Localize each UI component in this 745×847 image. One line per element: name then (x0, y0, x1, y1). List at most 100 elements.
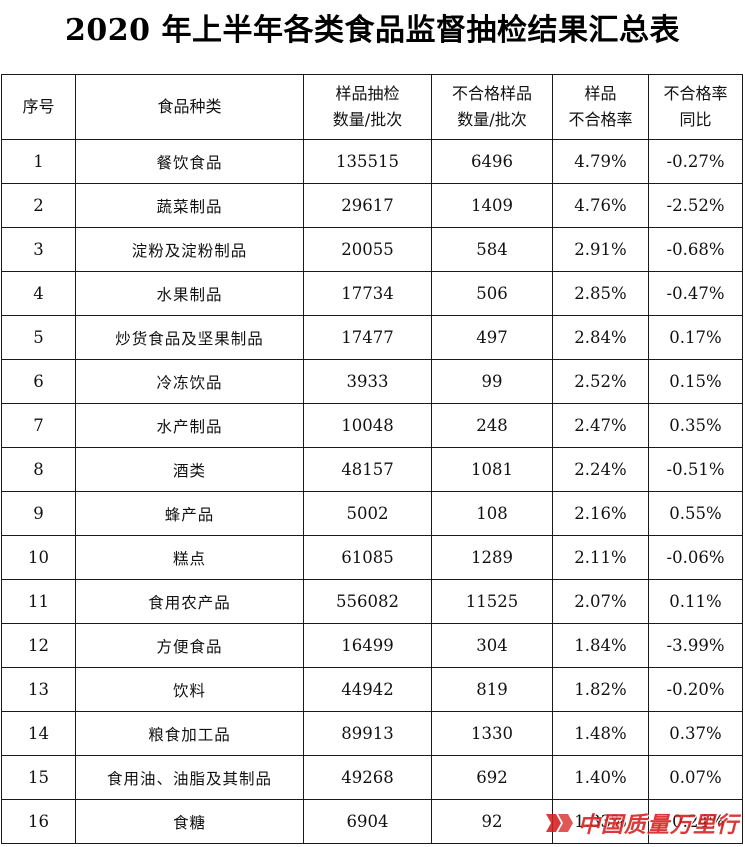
header-category: 食品种类 (75, 74, 304, 140)
cell-category: 粮食加工品 (75, 711, 304, 756)
cell-failed: 304 (431, 623, 553, 668)
cell-category: 食糖 (75, 799, 304, 844)
cell-index: 11 (1, 579, 76, 624)
table-row: 1 餐饮食品 135515 6496 4.79% -0.27% (1, 139, 743, 184)
cell-rate: 2.91% (552, 227, 649, 272)
cell-index: 13 (1, 667, 76, 712)
table-body: 1 餐饮食品 135515 6496 4.79% -0.27% 2 蔬菜制品 2… (1, 139, 743, 844)
cell-samples: 48157 (303, 447, 432, 492)
header-yoy-line2: 同比 (679, 110, 712, 129)
cell-samples: 44942 (303, 667, 432, 712)
cell-yoy: 0.35% (648, 403, 743, 448)
watermark-text: 中国质量万里行 (577, 812, 739, 838)
header-failed-line2: 数量/批次 (457, 110, 527, 129)
table-row: 8 酒类 48157 1081 2.24% -0.51% (1, 447, 743, 492)
cell-rate: 2.07% (552, 579, 649, 624)
cell-rate: 1.40% (552, 755, 649, 800)
header-failed: 不合格样品 数量/批次 (431, 74, 553, 140)
cell-rate: 4.76% (552, 183, 649, 228)
header-category-label: 食品种类 (157, 97, 222, 116)
cell-rate: 2.85% (552, 271, 649, 316)
cell-index: 3 (1, 227, 76, 272)
cell-rate: 2.84% (552, 315, 649, 360)
header-row: 序号 食品种类 样品抽检 数量/批次 不合格样品 数量/批次 样品 不合格率 不… (1, 74, 743, 140)
cell-samples: 17477 (303, 315, 432, 360)
cell-samples: 3933 (303, 359, 432, 404)
cell-yoy: -0.20% (648, 667, 743, 712)
table-title: 2020 年上半年各类食品监督抽检结果汇总表 (65, 13, 680, 48)
cell-failed: 692 (431, 755, 553, 800)
cell-rate: 1.84% (552, 623, 649, 668)
cell-failed: 1081 (431, 447, 553, 492)
cell-failed: 819 (431, 667, 553, 712)
table-row: 9 蜂产品 5002 108 2.16% 0.55% (1, 491, 743, 536)
header-failed-line1: 不合格样品 (451, 84, 532, 103)
cell-yoy: -0.47% (648, 271, 743, 316)
table-row: 15 食用油、油脂及其制品 49268 692 1.40% 0.07% (1, 755, 743, 800)
table-row: 16 食糖 6904 92 1.33% -0.24% (1, 799, 743, 844)
cell-category: 糕点 (75, 535, 304, 580)
cell-index: 6 (1, 359, 76, 404)
cell-yoy: -3.99% (648, 623, 743, 668)
cell-category: 蜂产品 (75, 491, 304, 536)
cell-index: 16 (1, 799, 76, 844)
cell-samples: 20055 (303, 227, 432, 272)
cell-category: 方便食品 (75, 623, 304, 668)
cell-failed: 497 (431, 315, 553, 360)
cell-rate: 2.47% (552, 403, 649, 448)
cell-category: 蔬菜制品 (75, 183, 304, 228)
cell-yoy: -0.27% (648, 139, 743, 184)
inspection-summary-table: 序号 食品种类 样品抽检 数量/批次 不合格样品 数量/批次 样品 不合格率 不… (1, 74, 743, 844)
cell-index: 12 (1, 623, 76, 668)
table-row: 3 淀粉及淀粉制品 20055 584 2.91% -0.68% (1, 227, 743, 272)
cell-samples: 17734 (303, 271, 432, 316)
cell-failed: 1409 (431, 183, 553, 228)
cell-index: 15 (1, 755, 76, 800)
cell-yoy: 0.11% (648, 579, 743, 624)
table-row: 6 冷冻饮品 3933 99 2.52% 0.15% (1, 359, 743, 404)
cell-category: 饮料 (75, 667, 304, 712)
header-index: 序号 (1, 74, 76, 140)
cell-index: 10 (1, 535, 76, 580)
cell-category: 冷冻饮品 (75, 359, 304, 404)
cell-yoy: -0.24% (648, 799, 743, 844)
cell-rate: 1.48% (552, 711, 649, 756)
cell-samples: 89913 (303, 711, 432, 756)
cell-failed: 506 (431, 271, 553, 316)
table-row: 2 蔬菜制品 29617 1409 4.76% -2.52% (1, 183, 743, 228)
cell-category: 酒类 (75, 447, 304, 492)
header-rate: 样品 不合格率 (552, 74, 649, 140)
cell-index: 8 (1, 447, 76, 492)
cell-samples: 16499 (303, 623, 432, 668)
cell-samples: 10048 (303, 403, 432, 448)
cell-failed: 99 (431, 359, 553, 404)
watermark: 中国质量万里行 (544, 807, 739, 839)
cell-failed: 92 (431, 799, 553, 844)
cell-failed: 108 (431, 491, 553, 536)
cell-samples: 49268 (303, 755, 432, 800)
header-samples-line2: 数量/批次 (332, 110, 403, 129)
header-rate-line2: 不合格率 (568, 110, 633, 129)
cell-index: 2 (1, 183, 76, 228)
header-samples-line1: 样品抽检 (335, 84, 400, 103)
cell-samples: 61085 (303, 535, 432, 580)
cell-rate: 2.52% (552, 359, 649, 404)
cell-category: 淀粉及淀粉制品 (75, 227, 304, 272)
table-row: 5 炒货食品及坚果制品 17477 497 2.84% 0.17% (1, 315, 743, 360)
header-rate-line1: 样品 (584, 84, 617, 103)
cell-rate: 2.24% (552, 447, 649, 492)
cell-samples: 5002 (303, 491, 432, 536)
cell-samples: 135515 (303, 139, 432, 184)
cell-category: 餐饮食品 (75, 139, 304, 184)
cell-yoy: -0.68% (648, 227, 743, 272)
cell-category: 炒货食品及坚果制品 (75, 315, 304, 360)
cell-category: 水产制品 (75, 403, 304, 448)
cell-failed: 584 (431, 227, 553, 272)
brand-logo-icon (545, 814, 573, 832)
cell-rate: 2.16% (552, 491, 649, 536)
table-row: 14 粮食加工品 89913 1330 1.48% 0.37% (1, 711, 743, 756)
cell-rate: 4.79% (552, 139, 649, 184)
cell-index: 7 (1, 403, 76, 448)
cell-yoy: -0.51% (648, 447, 743, 492)
cell-failed: 1330 (431, 711, 553, 756)
